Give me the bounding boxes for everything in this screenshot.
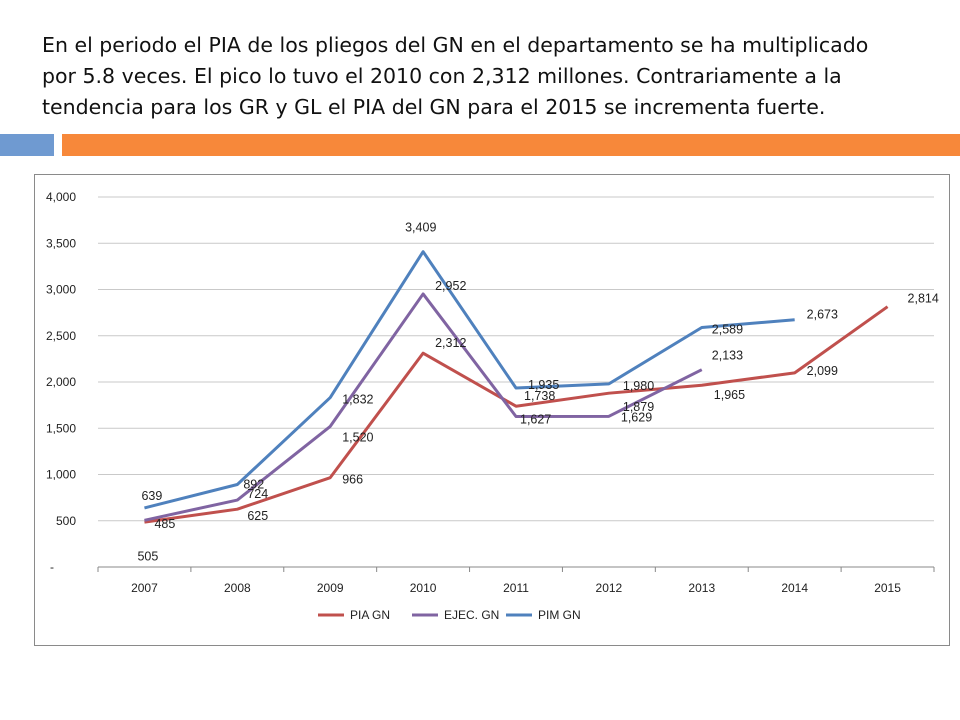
data-label: 892 [243, 477, 264, 491]
heading-line-3: tendencia para los GR y GL el PIA del GN… [42, 95, 826, 119]
y-tick-label: - [50, 560, 54, 574]
data-label: 724 [247, 487, 268, 501]
data-label: 1,832 [342, 393, 373, 407]
x-tick-label: 2007 [131, 581, 158, 595]
data-label: 966 [342, 473, 363, 487]
x-tick-label: 2010 [410, 581, 437, 595]
data-label: 2,673 [807, 308, 838, 322]
data-label: 505 [137, 549, 158, 563]
y-tick-label: 2,500 [46, 329, 76, 343]
x-tick-label: 2012 [596, 581, 623, 595]
accent-bar-orange [62, 134, 960, 156]
x-tick-label: 2011 [503, 581, 529, 595]
y-tick-label: 3,500 [46, 236, 76, 250]
data-label: 1,879 [623, 400, 654, 414]
x-tick-label: 2009 [317, 581, 344, 595]
data-label: 1,935 [528, 378, 559, 392]
heading-line-1: En el periodo el PIA de los pliegos del … [42, 33, 869, 57]
accent-bar-blue [0, 134, 54, 156]
data-label: 1,980 [623, 379, 654, 393]
legend-label: PIM GN [538, 608, 581, 622]
y-tick-label: 3,000 [46, 283, 76, 297]
data-label: 2,312 [435, 336, 466, 350]
data-label: 1,627 [520, 413, 551, 427]
x-tick-label: 2013 [688, 581, 715, 595]
series-line-pim-gn [144, 250, 795, 510]
data-label: 3,409 [405, 221, 436, 235]
y-tick-label: 2,000 [46, 375, 76, 389]
y-tick-label: 1,500 [46, 421, 76, 435]
data-label: 1,520 [342, 430, 373, 444]
legend-label: EJEC. GN [444, 608, 499, 622]
series-line-ejec-gn [144, 292, 703, 522]
data-label: 625 [247, 509, 268, 523]
data-label: 485 [154, 517, 175, 531]
data-label: 2,133 [712, 349, 743, 363]
series-line-pia-gn [144, 305, 889, 524]
y-tick-label: 4,000 [46, 190, 76, 204]
data-label: 2,952 [435, 279, 466, 293]
x-tick-label: 2014 [781, 581, 808, 595]
y-tick-label: 1,000 [46, 468, 76, 482]
data-label: 2,589 [712, 323, 743, 337]
data-label: 1,738 [524, 389, 555, 403]
data-label: 1,629 [621, 410, 652, 424]
x-tick-label: 2015 [874, 581, 901, 595]
data-label: 639 [141, 489, 162, 503]
data-label: 1,965 [714, 388, 745, 402]
legend-label: PIA GN [350, 608, 390, 622]
x-tick-label: 2008 [224, 581, 251, 595]
slide-heading: En el periodo el PIA de los pliegos del … [42, 30, 942, 123]
heading-line-2: por 5.8 veces. El pico lo tuvo el 2010 c… [42, 64, 842, 88]
data-label: 2,099 [807, 364, 838, 378]
y-tick-label: 500 [56, 514, 76, 528]
data-label: 2,814 [908, 292, 939, 306]
